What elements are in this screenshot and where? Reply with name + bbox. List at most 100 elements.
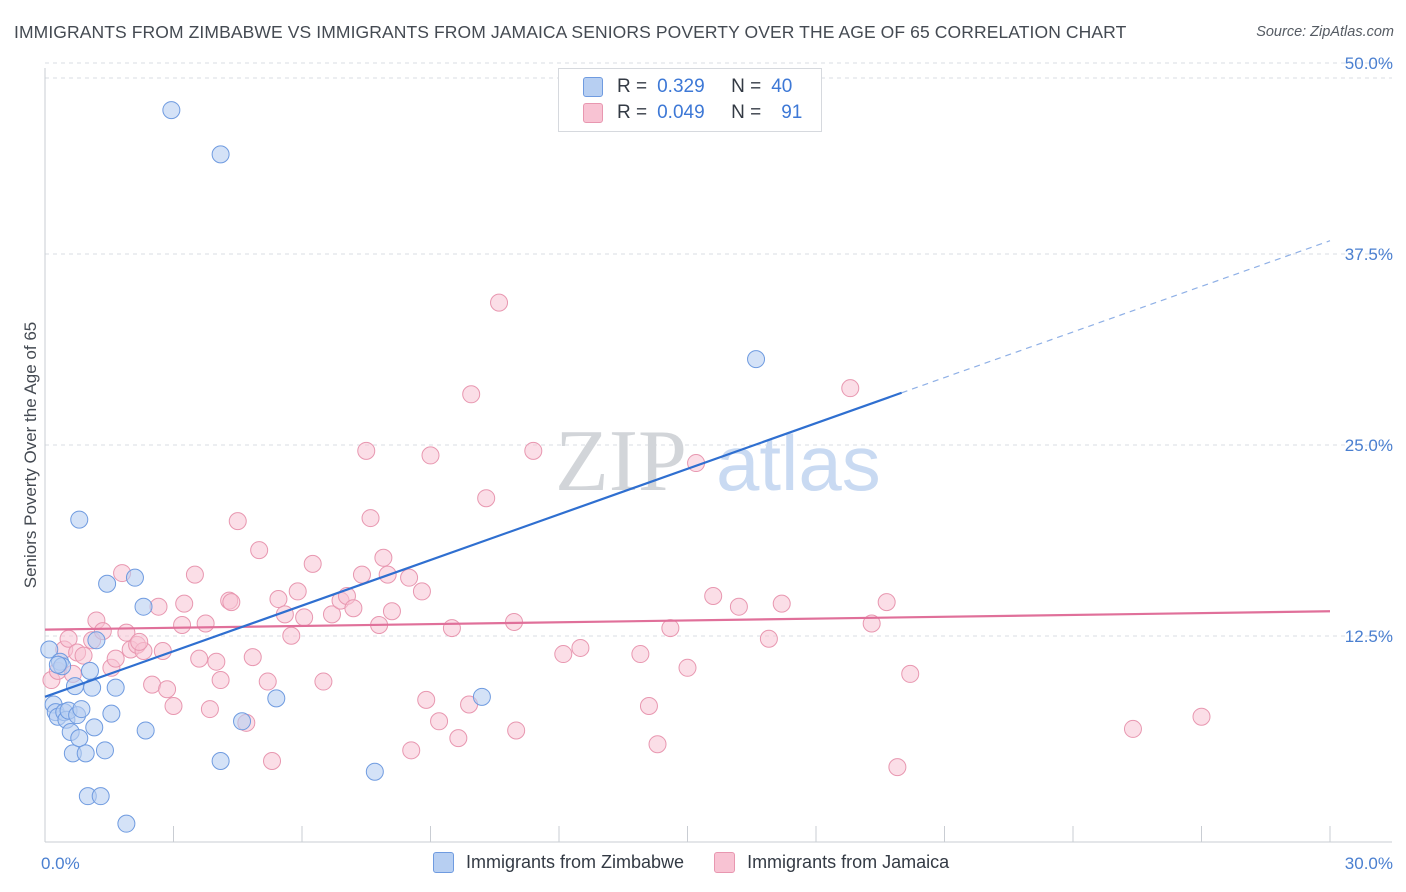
jamaica-point-31[interactable] [222, 593, 241, 612]
zimbabwe-point-26[interactable] [117, 814, 136, 833]
zimbabwe-point-15[interactable] [76, 744, 95, 763]
zimbabwe-point-0[interactable] [40, 640, 59, 659]
jamaica-point-79[interactable] [704, 586, 723, 605]
jamaica-point-60[interactable] [421, 446, 440, 465]
jamaica-point-21[interactable] [164, 697, 183, 716]
jamaica-point-42[interactable] [295, 608, 314, 627]
jamaica-point-26[interactable] [196, 614, 215, 633]
jamaica-point-25[interactable] [190, 649, 209, 668]
jamaica-point-11[interactable] [106, 649, 125, 668]
zimbabwe-point-23[interactable] [98, 574, 117, 593]
zimbabwe-point-14[interactable] [72, 700, 91, 719]
jamaica-point-44[interactable] [314, 672, 333, 691]
zimbabwe-point-35[interactable] [267, 689, 286, 708]
jamaica-point-35[interactable] [250, 541, 269, 560]
jamaica-point-34[interactable] [243, 648, 262, 667]
zimbabwe-point-25[interactable] [106, 678, 125, 697]
jamaica-point-51[interactable] [361, 509, 380, 528]
x-tick-label-0: 0.0% [41, 854, 80, 873]
zimbabwe-point-37[interactable] [472, 687, 491, 706]
jamaica-point-65[interactable] [462, 385, 481, 404]
jamaica-point-62[interactable] [442, 619, 461, 638]
jamaica-point-77[interactable] [678, 658, 697, 677]
jamaica-point-61[interactable] [430, 712, 449, 731]
zimbabwe-point-33[interactable] [211, 752, 230, 771]
jamaica-point-32[interactable] [228, 512, 247, 531]
jamaica-point-90[interactable] [130, 632, 149, 651]
jamaica-point-41[interactable] [288, 582, 307, 601]
n-label: N = [731, 102, 762, 123]
jamaica-point-36[interactable] [258, 672, 277, 691]
zimbabwe-point-38[interactable] [747, 350, 766, 369]
watermark-atlas: atlas [716, 419, 881, 507]
jamaica-point-75[interactable] [648, 735, 667, 754]
jamaica-point-72[interactable] [571, 638, 590, 657]
jamaica-point-84[interactable] [862, 614, 881, 633]
jamaica-point-73[interactable] [631, 645, 650, 664]
zimbabwe-point-24[interactable] [102, 704, 121, 723]
zimbabwe-point-22[interactable] [95, 741, 114, 760]
zimbabwe-point-36[interactable] [365, 762, 384, 781]
legend-item-zimbabwe[interactable]: Immigrants from Zimbabwe [433, 852, 684, 873]
jamaica-point-45[interactable] [322, 605, 341, 624]
zimbabwe-point-20[interactable] [87, 631, 106, 650]
legend-item-jamaica[interactable]: Immigrants from Jamaica [714, 852, 949, 873]
jamaica-point-71[interactable] [554, 645, 573, 664]
jamaica-point-20[interactable] [158, 680, 177, 699]
zimbabwe-point-19[interactable] [85, 718, 104, 737]
jamaica-point-81[interactable] [759, 629, 778, 648]
zimbabwe-n-value: 40 [771, 76, 793, 97]
jamaica-point-17[interactable] [143, 675, 162, 694]
jamaica-point-53[interactable] [374, 548, 393, 567]
zimbabwe-point-28[interactable] [134, 597, 153, 616]
jamaica-point-59[interactable] [402, 741, 421, 760]
jamaica-point-85[interactable] [877, 593, 896, 612]
axes [44, 68, 1392, 843]
jamaica-point-83[interactable] [841, 379, 860, 398]
zimbabwe-point-29[interactable] [136, 721, 155, 740]
jamaica-point-66[interactable] [477, 489, 496, 508]
r-label: R = [617, 76, 648, 97]
jamaica-point-58[interactable] [417, 690, 436, 709]
jamaica-point-49[interactable] [352, 565, 371, 584]
jamaica-point-82[interactable] [772, 594, 791, 613]
jamaica-point-56[interactable] [400, 568, 419, 587]
jamaica-point-76[interactable] [661, 619, 680, 638]
jamaica-point-87[interactable] [901, 664, 920, 683]
jamaica-point-18[interactable] [149, 597, 168, 616]
jamaica-point-74[interactable] [639, 697, 658, 716]
zimbabwe-point-31[interactable] [162, 101, 181, 120]
jamaica-point-22[interactable] [173, 616, 192, 635]
zimbabwe-point-27[interactable] [125, 568, 144, 587]
jamaica-point-69[interactable] [507, 721, 526, 740]
jamaica-point-55[interactable] [382, 602, 401, 621]
jamaica-point-67[interactable] [490, 293, 509, 312]
jamaica-point-88[interactable] [1123, 719, 1142, 738]
jamaica-point-89[interactable] [1192, 707, 1211, 726]
zimbabwe-point-39[interactable] [48, 655, 67, 674]
jamaica-point-80[interactable] [729, 597, 748, 616]
zimbabwe-point-21[interactable] [91, 787, 110, 806]
jamaica-point-27[interactable] [200, 700, 219, 719]
zimbabwe-point-32[interactable] [211, 145, 230, 164]
jamaica-point-28[interactable] [207, 652, 226, 671]
jamaica-point-57[interactable] [412, 582, 431, 601]
zimbabwe-point-30[interactable] [70, 510, 89, 529]
jamaica-point-38[interactable] [269, 590, 288, 609]
jamaica-point-50[interactable] [357, 441, 376, 460]
jamaica-point-63[interactable] [449, 729, 468, 748]
zimbabwe-point-17[interactable] [80, 661, 99, 680]
jamaica-point-24[interactable] [185, 565, 204, 584]
zimbabwe-trend-line [44, 391, 903, 698]
jamaica-point-48[interactable] [344, 599, 363, 618]
zimbabwe-point-13[interactable] [70, 729, 89, 748]
jamaica-point-37[interactable] [263, 752, 282, 771]
jamaica-point-86[interactable] [888, 758, 907, 777]
jamaica-point-70[interactable] [524, 441, 543, 460]
jamaica-point-29[interactable] [211, 671, 230, 690]
jamaica-point-43[interactable] [303, 554, 322, 573]
jamaica-point-23[interactable] [175, 594, 194, 613]
jamaica-point-6[interactable] [74, 646, 93, 665]
zimbabwe-point-34[interactable] [233, 712, 252, 731]
jamaica-point-40[interactable] [282, 626, 301, 645]
